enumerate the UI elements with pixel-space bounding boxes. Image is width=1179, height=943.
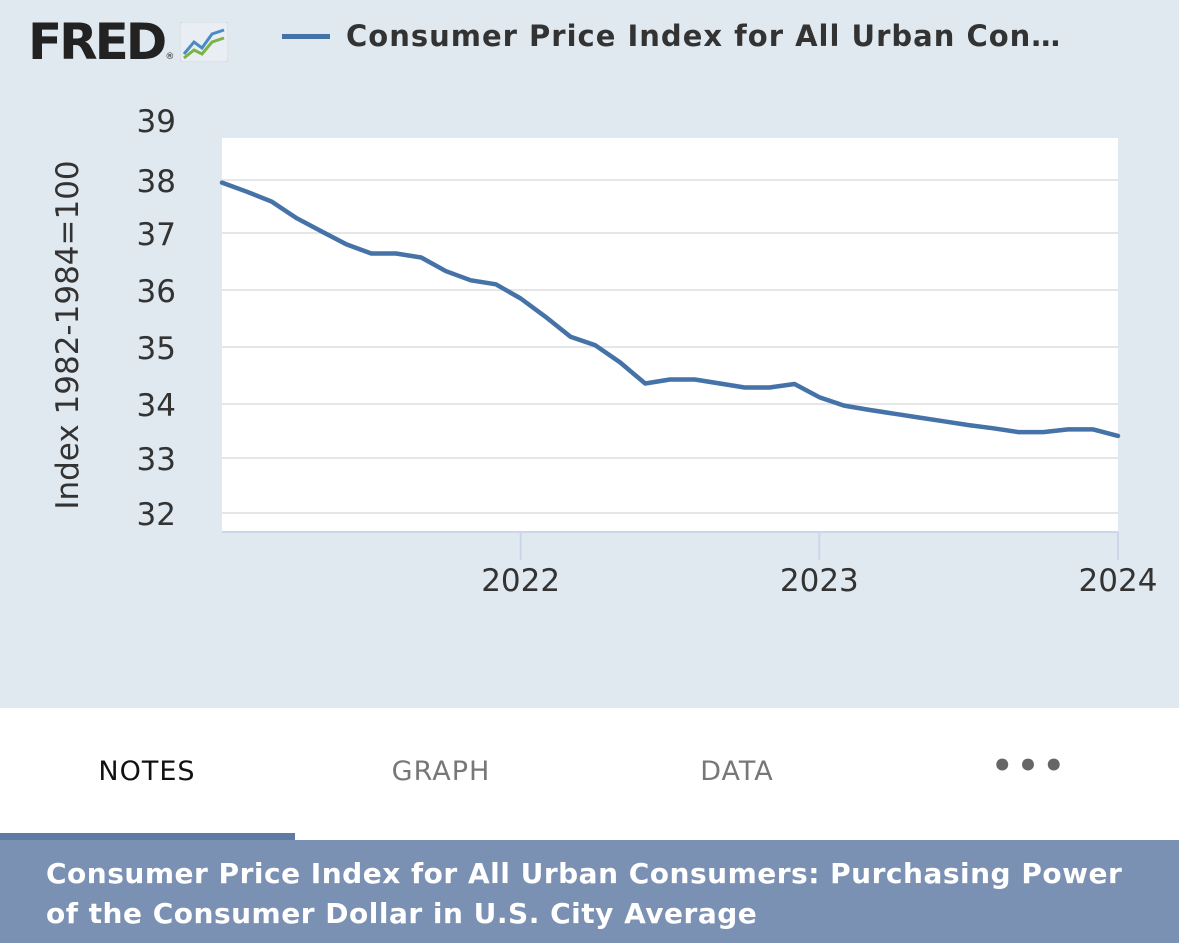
y-tick-label: 36: [137, 274, 176, 310]
legend-swatch: [282, 33, 330, 39]
y-tick-label: 38: [137, 164, 176, 200]
y-tick-label: 34: [137, 388, 176, 424]
title-banner: Consumer Price Index for All Urban Consu…: [0, 840, 1179, 943]
series-line: [219, 180, 1121, 439]
y-tick-label: 32: [137, 497, 176, 533]
y-tick-label: 37: [137, 217, 176, 253]
tab-bar: NOTES GRAPH DATA •••: [0, 708, 1179, 840]
y-axis-label: Index 1982-1984=100: [50, 160, 86, 509]
tab-data[interactable]: DATA: [700, 756, 774, 787]
more-options-icon[interactable]: •••: [991, 746, 1069, 786]
x-tick-label: 2023: [780, 563, 859, 599]
fred-registered-mark: ®: [165, 52, 175, 62]
y-tick-label: 35: [137, 331, 176, 367]
tab-graph[interactable]: GRAPH: [391, 756, 491, 787]
x-tick-label: 2022: [481, 563, 560, 599]
chart-legend: Consumer Price Index for All Urban Con…: [282, 14, 1061, 58]
chart-panel: FRED ® Consumer Price Index for All Urba…: [0, 0, 1179, 708]
fred-logo[interactable]: FRED ®: [28, 14, 229, 70]
line-chart: 39 38 37 36 35 34 33 32 2022 2023 2024 Index 1982-1…: [50, 104, 1158, 599]
fred-logo-text: FRED: [28, 13, 167, 71]
y-tick-label: 33: [137, 442, 176, 478]
plot-area: [222, 138, 1118, 532]
active-tab-indicator: [0, 833, 295, 840]
series-title: Consumer Price Index for All Urban Consu…: [46, 857, 1123, 930]
tab-notes[interactable]: NOTES: [98, 756, 196, 787]
x-tick-label: 2024: [1079, 563, 1158, 599]
legend-label: Consumer Price Index for All Urban Con…: [346, 19, 1062, 53]
y-tick-label: 39: [137, 104, 176, 140]
fred-chart-icon: [180, 22, 229, 62]
